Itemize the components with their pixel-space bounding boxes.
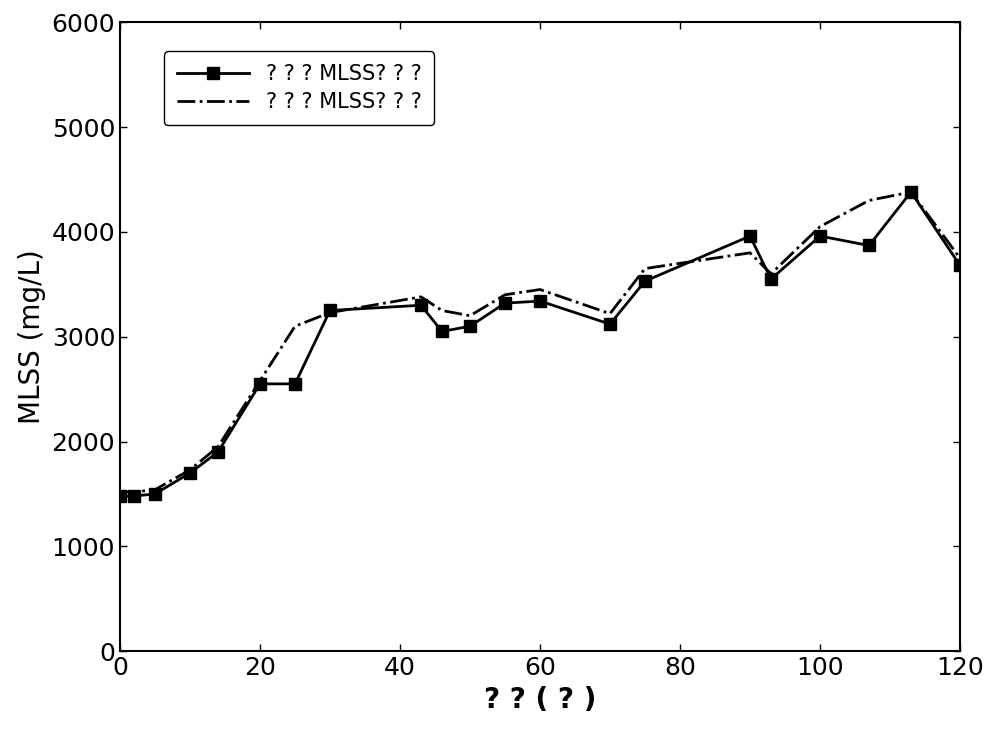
Y-axis label: MLSS (mg/L): MLSS (mg/L) bbox=[18, 249, 46, 424]
? ? ? MLSS? ? ? bbox=[436, 306, 448, 315]
? ? ? MLSS? ? ? bbox=[744, 232, 756, 240]
? ? ? MLSS? ? ? bbox=[814, 222, 826, 231]
Line: ? ? ? MLSS? ? ?: ? ? ? MLSS? ? ? bbox=[114, 186, 966, 502]
? ? ? MLSS? ? ? bbox=[149, 485, 161, 494]
? ? ? MLSS? ? ? bbox=[604, 320, 616, 329]
? ? ? MLSS? ? ? bbox=[639, 277, 651, 286]
? ? ? MLSS? ? ? bbox=[184, 468, 196, 477]
? ? ? MLSS? ? ? bbox=[905, 187, 917, 196]
? ? ? MLSS? ? ? bbox=[254, 376, 266, 385]
? ? ? MLSS? ? ? bbox=[464, 322, 476, 331]
? ? ? MLSS? ? ? bbox=[499, 290, 511, 299]
X-axis label: ? ? ( ? ): ? ? ( ? ) bbox=[484, 686, 596, 713]
? ? ? MLSS? ? ? bbox=[863, 196, 875, 205]
? ? ? MLSS? ? ? bbox=[324, 306, 336, 315]
? ? ? MLSS? ? ? bbox=[114, 491, 126, 500]
? ? ? MLSS? ? ? bbox=[464, 312, 476, 320]
? ? ? MLSS? ? ? bbox=[954, 254, 966, 263]
? ? ? MLSS? ? ? bbox=[128, 491, 140, 500]
? ? ? MLSS? ? ? bbox=[639, 264, 651, 273]
? ? ? MLSS? ? ? bbox=[954, 261, 966, 270]
? ? ? MLSS? ? ? bbox=[905, 187, 917, 196]
? ? ? MLSS? ? ? bbox=[765, 269, 777, 278]
? ? ? MLSS? ? ? bbox=[744, 249, 756, 258]
? ? ? MLSS? ? ? bbox=[604, 309, 616, 318]
Legend: ? ? ? MLSS? ? ?, ? ? ? MLSS? ? ?: ? ? ? MLSS? ? ?, ? ? ? MLSS? ? ? bbox=[164, 52, 434, 125]
? ? ? MLSS? ? ? bbox=[765, 275, 777, 283]
? ? ? MLSS? ? ? bbox=[149, 490, 161, 499]
? ? ? MLSS? ? ? bbox=[534, 297, 546, 306]
? ? ? MLSS? ? ? bbox=[128, 488, 140, 497]
? ? ? MLSS? ? ? bbox=[212, 448, 224, 457]
? ? ? MLSS? ? ? bbox=[415, 300, 427, 309]
? ? ? MLSS? ? ? bbox=[814, 232, 826, 240]
Line: ? ? ? MLSS? ? ?: ? ? ? MLSS? ? ? bbox=[120, 192, 960, 492]
? ? ? MLSS? ? ? bbox=[436, 327, 448, 336]
? ? ? MLSS? ? ? bbox=[289, 322, 301, 331]
? ? ? MLSS? ? ? bbox=[289, 380, 301, 388]
? ? ? MLSS? ? ? bbox=[499, 299, 511, 308]
? ? ? MLSS? ? ? bbox=[534, 285, 546, 294]
? ? ? MLSS? ? ? bbox=[212, 443, 224, 451]
? ? ? MLSS? ? ? bbox=[324, 308, 336, 317]
? ? ? MLSS? ? ? bbox=[863, 241, 875, 250]
? ? ? MLSS? ? ? bbox=[184, 465, 196, 474]
? ? ? MLSS? ? ? bbox=[114, 488, 126, 497]
? ? ? MLSS? ? ? bbox=[254, 380, 266, 388]
? ? ? MLSS? ? ? bbox=[415, 292, 427, 301]
